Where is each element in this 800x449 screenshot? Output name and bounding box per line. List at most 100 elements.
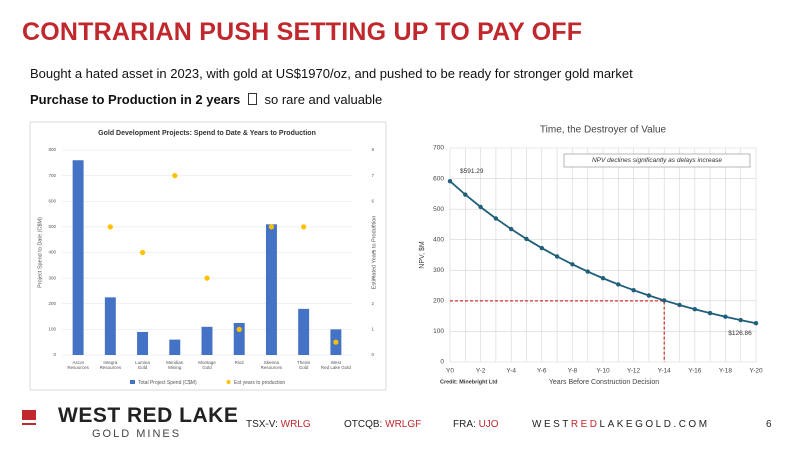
y-tick-label: 300: [48, 275, 56, 280]
y-tick-label: 400: [48, 250, 56, 255]
x-tick-label: Lumina Gold: [135, 360, 150, 370]
x-tick-label: Y-4: [506, 368, 516, 375]
x-tick-label: Integra Resources: [100, 360, 122, 370]
marker: [478, 204, 483, 210]
bar: [201, 326, 213, 355]
x-tick-label: Y-20: [749, 368, 763, 375]
logo-subtext: GOLD MINES: [92, 428, 182, 440]
annotation-box: [563, 153, 751, 168]
symbol: WRLG: [280, 419, 311, 430]
marker: [493, 216, 499, 221]
y2-tick-label: 1: [371, 327, 374, 332]
chart-title: Time, the Destroyer of Value: [540, 125, 667, 136]
x-tick-label: Meridian Mining: [166, 360, 184, 370]
x-tick-label: Y-14: [658, 368, 672, 375]
y-tick-label: 600: [48, 198, 56, 203]
bold-text: Purchase to Production in 2 years: [30, 92, 241, 107]
y2-tick-label: 4: [371, 250, 374, 255]
marker: [738, 317, 743, 323]
y-tick-label: 500: [48, 224, 56, 229]
y2-tick-label: 3: [371, 275, 374, 280]
y2-tick-label: 2: [371, 301, 374, 306]
marker: [509, 226, 514, 232]
y-tick-label: 0: [53, 352, 56, 357]
x-tick-label: Y-18: [719, 368, 733, 375]
marker: [539, 245, 544, 251]
y2-axis-title: Estimated Years to Production: [371, 216, 377, 290]
slide-title: CONTRARIAN PUSH SETTING UP TO PAY OFF: [22, 18, 583, 46]
marker: [677, 302, 682, 308]
y-tick-label: 100: [433, 328, 444, 335]
marker: [554, 254, 560, 259]
ticker: OTCQB: WRLGF: [344, 419, 421, 430]
symbol: WRLGF: [385, 419, 422, 430]
marker: [463, 192, 468, 197]
x-tick-label: Y-8: [568, 368, 578, 375]
x-tick-label: Y-6: [537, 368, 547, 375]
bar: [72, 160, 84, 355]
y-axis-title: NPV, $M: [419, 241, 426, 269]
text: WEST: [532, 419, 571, 430]
bar: [265, 224, 277, 355]
label: TSX-V:: [246, 419, 278, 430]
ticker: FRA: UJO: [453, 419, 499, 430]
dot: [333, 339, 339, 345]
marker: [616, 282, 621, 287]
legend-swatch: [226, 380, 231, 384]
x-tick-label: Y-2: [476, 368, 486, 375]
label: OTCQB:: [344, 419, 383, 430]
y2-tick-label: 6: [371, 198, 374, 203]
y-tick-label: 0: [440, 359, 444, 366]
text: RED: [570, 419, 600, 430]
ticker: TSX-V: WRLG: [246, 419, 311, 430]
x-tick-label: Skeena Resources: [261, 360, 283, 370]
dot: [268, 224, 275, 230]
y-tick-label: 700: [433, 145, 444, 152]
marker: [524, 236, 529, 242]
symbol: UJO: [478, 419, 499, 430]
legend-swatch: [130, 380, 135, 384]
y-tick-label: 300: [433, 267, 444, 274]
marker: [723, 314, 728, 319]
x-tick-label: Y0: [446, 368, 454, 375]
y-tick-label: 600: [433, 175, 444, 182]
y-tick-label: 700: [48, 173, 56, 178]
label: FRA:: [453, 419, 476, 430]
dot: [204, 275, 210, 281]
data-label: $126.86: [728, 330, 752, 337]
y-tick-label: 100: [48, 327, 56, 332]
y-tick-label: 500: [433, 206, 444, 213]
chart-title: Gold Development Projects: Spend to Date…: [98, 130, 316, 137]
data-label: $591.29: [460, 168, 484, 175]
marker: [585, 269, 590, 274]
text: so rare and valuable: [264, 92, 383, 107]
dot: [301, 224, 307, 230]
bar: [169, 339, 181, 355]
dot: [172, 173, 178, 179]
marker: [570, 262, 575, 267]
marker: [600, 276, 606, 281]
x-tick-label: Montage Gold: [198, 360, 216, 370]
y-tick-label: 200: [433, 298, 444, 305]
x-axis-title: Years Before Construction Decision: [549, 379, 659, 386]
x-tick-label: West Red Lake Gold: [321, 360, 352, 370]
y2-tick-label: 8: [371, 147, 374, 152]
bar: [298, 308, 310, 355]
marker: [753, 321, 759, 326]
logo: [22, 410, 36, 425]
x-tick-label: Thesis Gold: [297, 360, 311, 370]
x-tick-label: Ascot Resources: [67, 360, 89, 370]
marker: [646, 293, 652, 298]
marker: [707, 310, 713, 316]
x-tick-label: Rio2: [235, 360, 245, 365]
logo-text: WEST RED LAKE: [58, 404, 239, 427]
bar: [233, 322, 245, 355]
credit: Credit: Minebright Ltd: [440, 379, 497, 385]
website: WESTREDLAKEGOLD.COM: [532, 419, 710, 430]
y-tick-label: 200: [48, 301, 56, 306]
dot: [236, 326, 242, 332]
legend-label: Total Project Spend (C$M): [138, 380, 197, 386]
bar: [104, 297, 116, 355]
text: LAKEGOLD.COM: [599, 419, 710, 430]
